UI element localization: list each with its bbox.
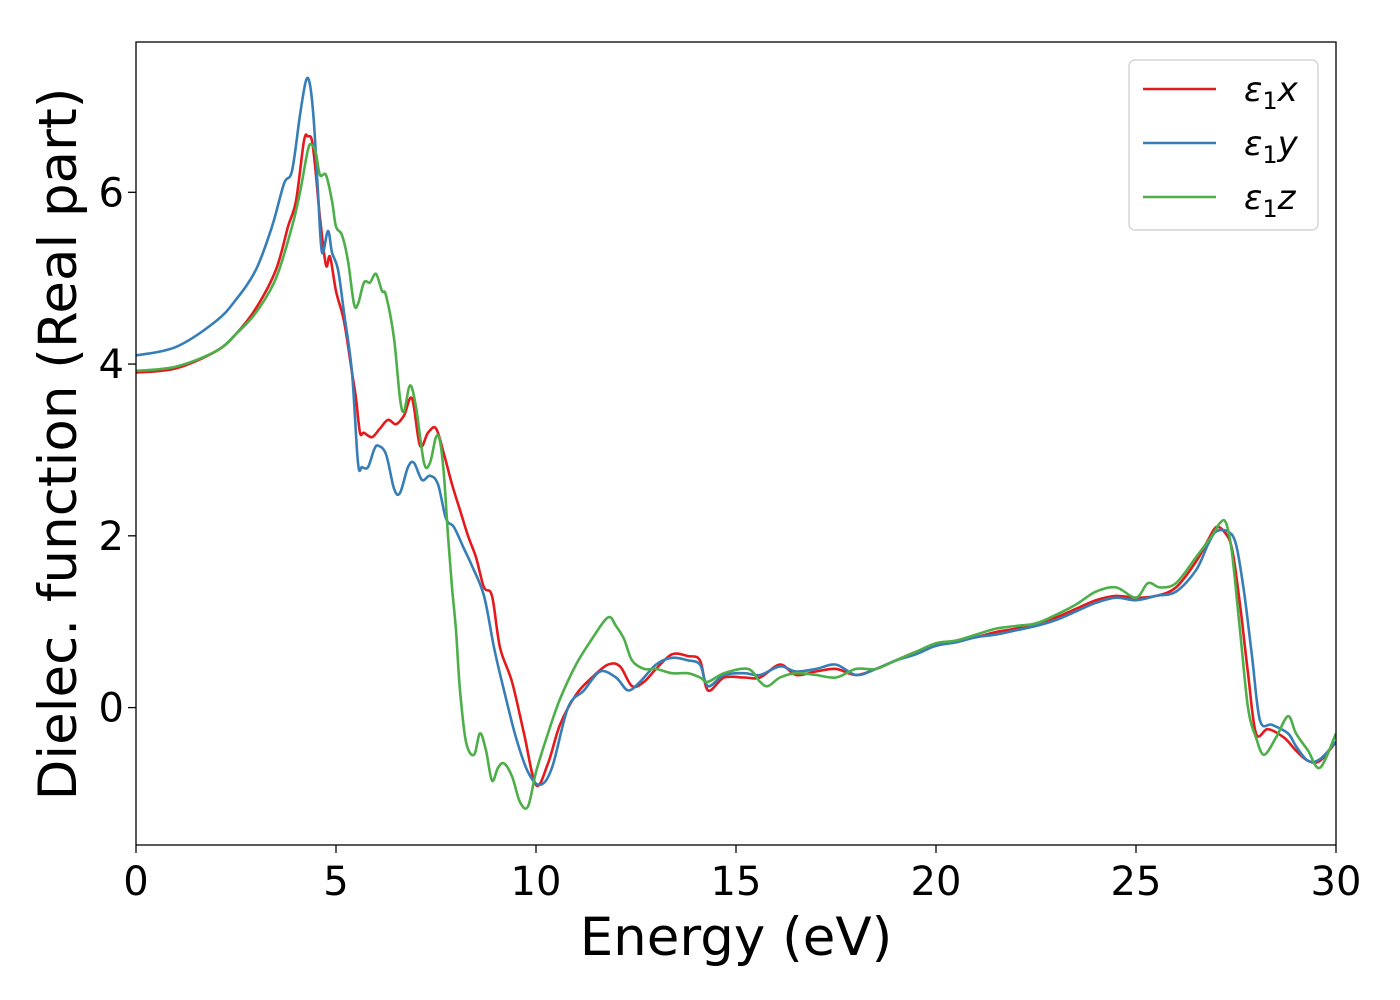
y-axis-label: Dielec. function (Real part) <box>28 88 89 801</box>
x-tick-label: 15 <box>711 859 762 905</box>
x-tick-label: 20 <box>911 859 962 905</box>
x-tick-label: 0 <box>123 859 148 905</box>
legend-label: ε1y <box>1244 124 1299 169</box>
legend-label: ε1x <box>1244 70 1299 115</box>
x-axis-label: Energy (eV) <box>580 907 893 968</box>
y-tick-label: 0 <box>99 686 124 732</box>
y-tick-label: 6 <box>99 170 124 216</box>
x-tick-label: 30 <box>1311 859 1362 905</box>
y-tick-label: 2 <box>99 514 124 560</box>
legend: ε1x ε1y ε1z <box>1128 59 1319 231</box>
series-group <box>136 76 1336 810</box>
series-line-z <box>136 142 1336 810</box>
axes: 0 5 10 15 20 25 30 0 2 4 6 <box>99 41 1362 905</box>
legend-label: ε1z <box>1244 178 1297 223</box>
x-tick-label: 10 <box>511 859 562 905</box>
legend-box <box>1128 59 1319 231</box>
x-tick-label: 25 <box>1111 859 1162 905</box>
y-tick-label: 4 <box>99 342 124 388</box>
series-line-x <box>136 133 1336 788</box>
x-tick-label: 5 <box>323 859 348 905</box>
series-line-y <box>136 76 1336 787</box>
